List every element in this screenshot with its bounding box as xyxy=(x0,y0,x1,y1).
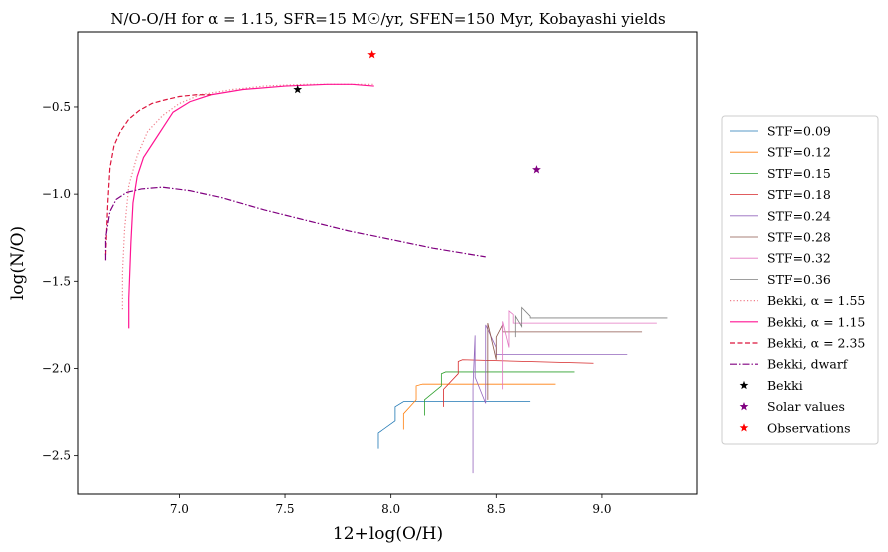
legend-label: STF=0.18 xyxy=(767,187,831,202)
series-line-11 xyxy=(104,186,486,261)
x-axis-label: 12+log(O/H) xyxy=(333,524,443,544)
x-tick-label: 7.5 xyxy=(275,502,294,516)
legend-marker xyxy=(739,402,749,411)
x-axis: 7.0 7.5 8.0 8.5 9.0 xyxy=(170,494,611,516)
legend-label: Solar values xyxy=(767,399,845,414)
legend-label: STF=0.24 xyxy=(767,208,831,223)
x-tick-label: 8.5 xyxy=(487,502,506,516)
series-line-7 xyxy=(514,306,668,338)
x-tick-label: 9.0 xyxy=(592,502,611,516)
series-line-9 xyxy=(128,83,374,329)
legend-marker xyxy=(739,380,749,390)
x-tick-label: 7.0 xyxy=(170,502,189,516)
legend-label: STF=0.15 xyxy=(767,166,831,181)
series-line-2 xyxy=(424,371,575,416)
legend-label: STF=0.12 xyxy=(767,145,831,160)
legend-label: Bekki, α = 1.55 xyxy=(767,293,865,308)
x-tick-label: 8.0 xyxy=(381,502,400,516)
marker-point-2 xyxy=(367,50,377,59)
series-line-1 xyxy=(402,383,556,430)
series-line-10 xyxy=(104,94,212,256)
legend-label: Bekki, α = 1.15 xyxy=(767,314,865,329)
y-tick-label: −0.5 xyxy=(42,100,71,114)
legend-label: Bekki, α = 2.35 xyxy=(767,336,865,351)
y-tick-label: −2.0 xyxy=(42,361,71,375)
series-line-5 xyxy=(487,323,643,400)
legend-box xyxy=(721,115,879,445)
y-tick-label: −2.5 xyxy=(42,449,71,463)
legend-label: STF=0.09 xyxy=(767,124,831,139)
chart-title: N/O-O/H for α = 1.15, SFR=15 M☉/yr, SFEN… xyxy=(110,10,665,28)
legend-marker xyxy=(739,423,749,432)
series-line-3 xyxy=(443,359,594,407)
legend-label: Observations xyxy=(767,420,851,435)
legend-label: Bekki, dwarf xyxy=(767,357,849,372)
y-tick-label: −1.5 xyxy=(42,274,71,288)
y-axis-label: log(N/O) xyxy=(8,226,28,300)
series-line-8 xyxy=(121,83,374,310)
legend: STF=0.09 STF=0.12 STF=0.15 STF=0.18 STF=0.24… xyxy=(721,115,879,445)
legend-label: STF=0.36 xyxy=(767,272,831,287)
legend-label: STF=0.28 xyxy=(767,230,831,245)
y-tick-label: −1.0 xyxy=(42,187,71,201)
series-line-6 xyxy=(502,310,657,390)
y-axis: −2.5 −2.0 −1.5 −1.0 −0.5 xyxy=(42,100,78,463)
legend-label: Bekki xyxy=(767,378,803,393)
legend-label: STF=0.32 xyxy=(767,251,831,266)
plot-area xyxy=(104,50,668,474)
marker-point-1 xyxy=(532,165,541,174)
plot-frame xyxy=(77,31,698,495)
marker-point-0 xyxy=(293,84,303,94)
series-line-0 xyxy=(377,401,531,449)
